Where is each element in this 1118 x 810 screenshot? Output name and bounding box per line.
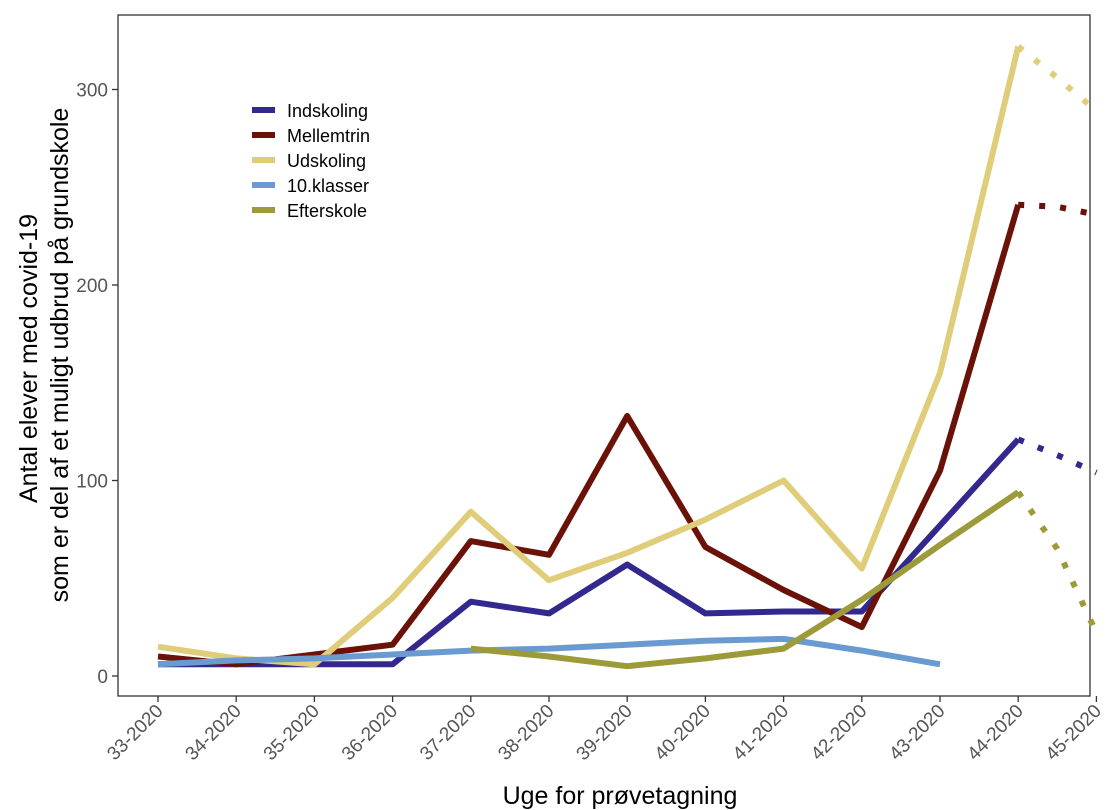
series-line-efterskole xyxy=(470,489,1020,670)
x-tick-label: 36-2020 xyxy=(338,701,402,765)
x-tick-label: 35-2020 xyxy=(260,701,324,765)
x-axis-title: Uge for prøvetagning xyxy=(503,782,738,810)
series-mellemtrin xyxy=(157,201,1097,668)
series-udskoling xyxy=(157,44,1099,668)
series-line-mellemtrin xyxy=(157,203,1022,668)
x-tick-label: 40-2020 xyxy=(651,701,715,765)
legend-label: Indskoling xyxy=(287,101,368,121)
x-tick-label: 42-2020 xyxy=(807,701,871,765)
x-tick-label: 39-2020 xyxy=(573,701,637,765)
y-axis-title-line-2: som er del af et muligt udbrud på grunds… xyxy=(46,108,74,603)
legend: Indskoling Mellemtrin Udskoling 10.klasser E… xyxy=(252,101,370,221)
series-line-indskoling xyxy=(158,437,1021,668)
y-tick-label: 300 xyxy=(76,81,108,102)
x-tick-label: 45-2020 xyxy=(1042,701,1106,765)
series-projection-udskoling xyxy=(1016,44,1099,114)
legend-label: 10.klasser xyxy=(287,176,369,196)
y-tick-label: 100 xyxy=(76,472,108,493)
legend-label: Mellemtrin xyxy=(287,126,370,146)
y-axis-title-line-1: Antal elever med covid-19 xyxy=(15,214,43,503)
plot-panel-border xyxy=(117,14,1091,697)
legend-label: Efterskole xyxy=(287,201,367,221)
series-layer xyxy=(157,44,1100,670)
y-tick-label: 0 xyxy=(97,667,108,688)
x-tick-label: 33-2020 xyxy=(103,701,167,765)
x-tick-label: 38-2020 xyxy=(494,701,558,765)
x-tick-label: 43-2020 xyxy=(885,701,949,765)
y-axis: 0 100 200 300 xyxy=(76,81,118,688)
x-tick-label: 37-2020 xyxy=(416,701,480,765)
series-line-10-klasser xyxy=(157,635,941,668)
x-axis: 33-2020 34-2020 35-2020 36-2020 37-2020 38-20… xyxy=(103,696,1106,765)
series-line-udskoling xyxy=(157,45,1022,668)
series-efterskole xyxy=(470,489,1100,670)
series-10-klasser xyxy=(157,635,941,668)
series-projection-efterskole xyxy=(1015,490,1100,635)
x-tick-label: 41-2020 xyxy=(729,701,793,765)
series-projection-indskoling xyxy=(1017,436,1098,476)
x-tick-label: 44-2020 xyxy=(964,701,1028,765)
x-tick-label: 34-2020 xyxy=(182,701,246,765)
legend-label: Udskoling xyxy=(287,151,366,171)
series-projection-mellemtrin xyxy=(1018,201,1097,218)
y-tick-label: 200 xyxy=(76,276,108,297)
y-axis-title: Antal elever med covid-19 som er del af … xyxy=(15,108,74,603)
